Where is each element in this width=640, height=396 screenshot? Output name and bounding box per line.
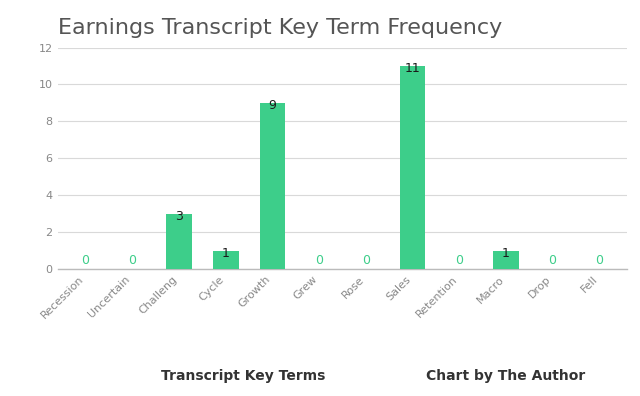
Text: 11: 11 — [404, 62, 420, 75]
Text: 3: 3 — [175, 210, 183, 223]
Text: Transcript Key Terms: Transcript Key Terms — [161, 369, 325, 383]
Text: 0: 0 — [362, 254, 370, 267]
Text: 0: 0 — [455, 254, 463, 267]
Text: Earnings Transcript Key Term Frequency: Earnings Transcript Key Term Frequency — [58, 18, 502, 38]
Bar — [213, 251, 239, 269]
Text: 0: 0 — [595, 254, 603, 267]
Text: 9: 9 — [268, 99, 276, 112]
Bar — [399, 66, 425, 269]
Text: 0: 0 — [548, 254, 557, 267]
Text: 1: 1 — [502, 247, 509, 260]
Text: 0: 0 — [82, 254, 90, 267]
Bar — [260, 103, 285, 269]
Bar — [493, 251, 518, 269]
Text: 0: 0 — [128, 254, 136, 267]
Text: Chart by The Author: Chart by The Author — [426, 369, 585, 383]
Text: 0: 0 — [315, 254, 323, 267]
Bar — [166, 214, 192, 269]
Text: 1: 1 — [221, 247, 230, 260]
